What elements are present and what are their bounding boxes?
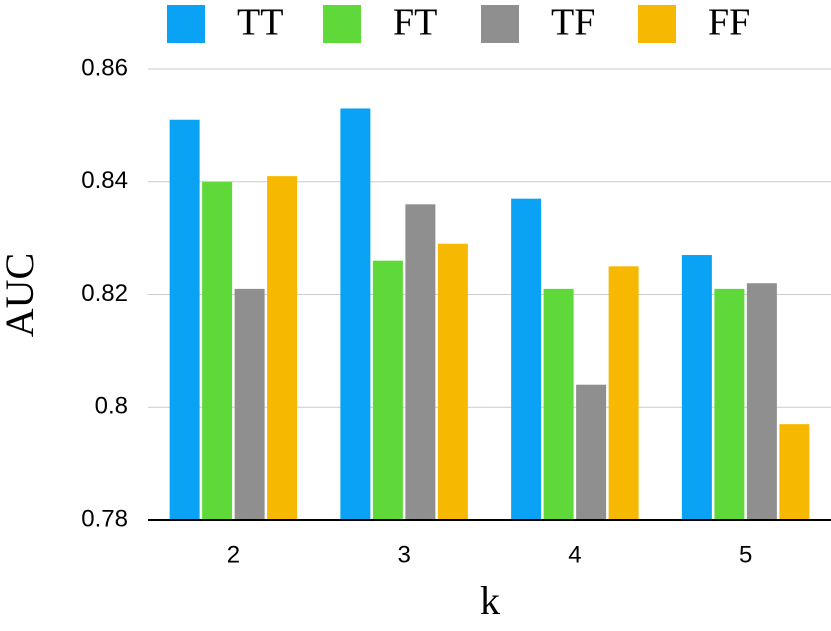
y-tick-label: 0.78: [81, 505, 128, 532]
bar: [267, 176, 298, 521]
legend-swatch: [167, 5, 205, 43]
bar: [372, 260, 403, 520]
bar: [511, 198, 542, 520]
bar: [779, 424, 810, 520]
x-axis-label: k: [480, 578, 500, 623]
x-tick-label: 3: [397, 541, 410, 568]
legend-label: FF: [708, 2, 750, 44]
bar: [714, 288, 745, 520]
x-tick-label: 4: [568, 541, 581, 568]
y-tick-label: 0.86: [81, 54, 128, 81]
bar: [608, 266, 639, 520]
bar: [576, 384, 607, 520]
y-tick-label: 0.8: [95, 393, 128, 420]
x-tick-label: 5: [739, 541, 752, 568]
bar: [405, 204, 436, 521]
y-tick-label: 0.82: [81, 280, 128, 307]
bar: [746, 283, 777, 520]
legend-swatch: [638, 5, 676, 43]
legend-swatch: [323, 5, 361, 43]
legend-label: TF: [551, 2, 595, 44]
bar: [681, 255, 712, 520]
bar: [543, 288, 574, 520]
bar: [340, 108, 371, 521]
x-tick-label: 2: [227, 541, 240, 568]
y-axis-label: AUC: [0, 253, 42, 337]
bar: [437, 243, 468, 520]
legend-label: FT: [393, 2, 437, 44]
y-tick-label: 0.84: [81, 167, 128, 194]
bar: [234, 288, 265, 520]
bar: [202, 181, 233, 520]
legend-label: TT: [237, 2, 283, 44]
bar: [169, 119, 200, 521]
legend-swatch: [481, 5, 519, 43]
